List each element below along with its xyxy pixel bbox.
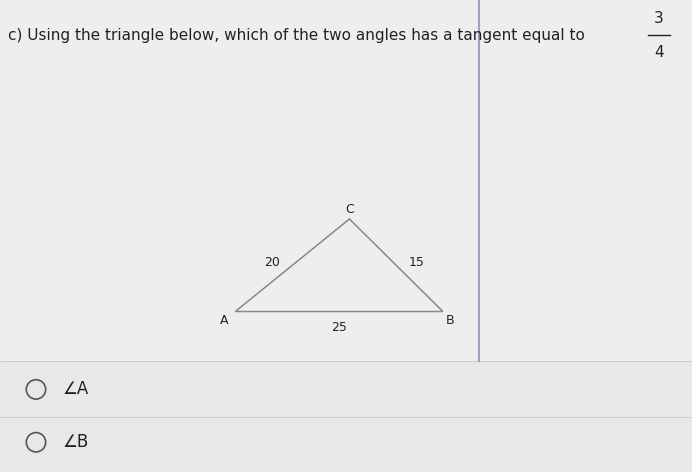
Text: c) Using the triangle below, which of the two angles has a tangent equal to: c) Using the triangle below, which of th… bbox=[8, 28, 590, 43]
Text: B: B bbox=[446, 314, 455, 327]
FancyBboxPatch shape bbox=[0, 361, 692, 472]
Text: 3: 3 bbox=[654, 11, 664, 26]
Text: A: A bbox=[220, 314, 228, 327]
Text: 25: 25 bbox=[331, 321, 347, 334]
Text: 4: 4 bbox=[654, 45, 664, 59]
Text: ∠A: ∠A bbox=[62, 380, 89, 398]
Text: 15: 15 bbox=[408, 256, 424, 270]
Text: 20: 20 bbox=[264, 256, 280, 270]
Text: C: C bbox=[345, 203, 354, 216]
Text: ∠B: ∠B bbox=[62, 433, 89, 451]
